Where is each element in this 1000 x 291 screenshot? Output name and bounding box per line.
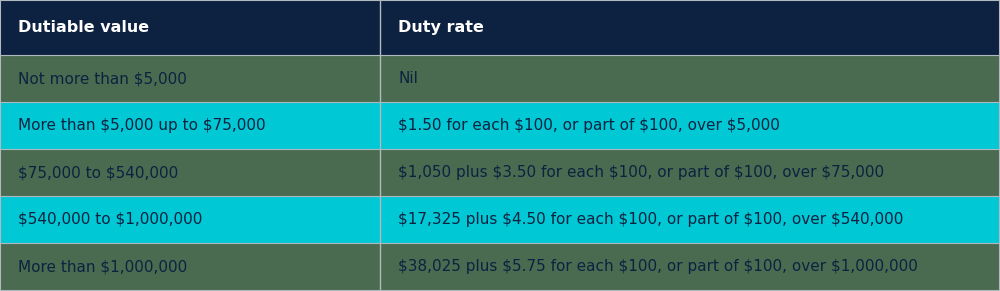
Bar <box>0 149 1000 196</box>
Bar <box>0 0 1000 55</box>
Text: Dutiable value: Dutiable value <box>18 20 149 35</box>
Text: $75,000 to $540,000: $75,000 to $540,000 <box>18 165 178 180</box>
Bar <box>0 243 1000 290</box>
Text: More than $5,000 up to $75,000: More than $5,000 up to $75,000 <box>18 118 266 133</box>
Text: Not more than $5,000: Not more than $5,000 <box>18 71 187 86</box>
Bar <box>0 196 1000 243</box>
Text: More than $1,000,000: More than $1,000,000 <box>18 259 187 274</box>
Text: Duty rate: Duty rate <box>398 20 484 35</box>
Text: $1.50 for each $100, or part of $100, over $5,000: $1.50 for each $100, or part of $100, ov… <box>398 118 780 133</box>
Bar <box>0 102 1000 149</box>
Bar <box>0 55 1000 102</box>
Text: $17,325 plus $4.50 for each $100, or part of $100, over $540,000: $17,325 plus $4.50 for each $100, or par… <box>398 212 903 227</box>
Text: $540,000 to $1,000,000: $540,000 to $1,000,000 <box>18 212 202 227</box>
Text: $38,025 plus $5.75 for each $100, or part of $100, over $1,000,000: $38,025 plus $5.75 for each $100, or par… <box>398 259 918 274</box>
Text: Nil: Nil <box>398 71 418 86</box>
Text: $1,050 plus $3.50 for each $100, or part of $100, over $75,000: $1,050 plus $3.50 for each $100, or part… <box>398 165 884 180</box>
